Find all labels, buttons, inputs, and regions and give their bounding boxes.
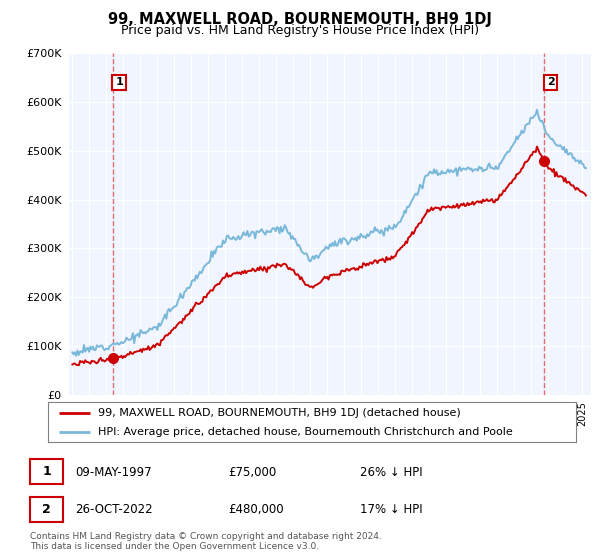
Text: 26% ↓ HPI: 26% ↓ HPI [360, 465, 422, 479]
Text: Price paid vs. HM Land Registry's House Price Index (HPI): Price paid vs. HM Land Registry's House … [121, 24, 479, 36]
Text: 09-MAY-1997: 09-MAY-1997 [75, 465, 152, 479]
Text: 26-OCT-2022: 26-OCT-2022 [75, 503, 152, 516]
Text: 2: 2 [42, 503, 51, 516]
Text: £75,000: £75,000 [228, 465, 276, 479]
Text: 17% ↓ HPI: 17% ↓ HPI [360, 503, 422, 516]
Text: 1: 1 [115, 77, 123, 87]
Text: 2: 2 [547, 77, 554, 87]
Text: Contains HM Land Registry data © Crown copyright and database right 2024.: Contains HM Land Registry data © Crown c… [30, 532, 382, 541]
Text: This data is licensed under the Open Government Licence v3.0.: This data is licensed under the Open Gov… [30, 542, 319, 550]
Text: 99, MAXWELL ROAD, BOURNEMOUTH, BH9 1DJ: 99, MAXWELL ROAD, BOURNEMOUTH, BH9 1DJ [108, 12, 492, 27]
Text: HPI: Average price, detached house, Bournemouth Christchurch and Poole: HPI: Average price, detached house, Bour… [98, 427, 513, 436]
Text: 1: 1 [42, 465, 51, 478]
Text: 99, MAXWELL ROAD, BOURNEMOUTH, BH9 1DJ (detached house): 99, MAXWELL ROAD, BOURNEMOUTH, BH9 1DJ (… [98, 408, 461, 418]
Text: £480,000: £480,000 [228, 503, 284, 516]
